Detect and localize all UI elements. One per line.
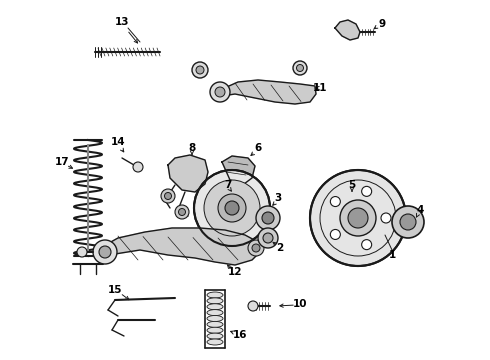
- Text: 17: 17: [55, 157, 69, 167]
- Circle shape: [194, 170, 270, 246]
- Text: 5: 5: [348, 180, 356, 190]
- Circle shape: [161, 189, 175, 203]
- Circle shape: [252, 244, 260, 252]
- Circle shape: [133, 162, 143, 172]
- Circle shape: [99, 246, 111, 258]
- Text: 3: 3: [274, 193, 282, 203]
- Circle shape: [330, 197, 341, 207]
- Ellipse shape: [207, 304, 223, 310]
- Circle shape: [293, 61, 307, 75]
- Circle shape: [192, 62, 208, 78]
- Circle shape: [362, 240, 371, 249]
- Circle shape: [210, 82, 230, 102]
- Ellipse shape: [207, 292, 223, 298]
- Circle shape: [248, 301, 258, 311]
- Circle shape: [340, 200, 376, 236]
- Ellipse shape: [207, 327, 223, 333]
- Text: 9: 9: [378, 19, 386, 29]
- Circle shape: [262, 212, 274, 224]
- Polygon shape: [335, 20, 360, 40]
- Circle shape: [348, 208, 368, 228]
- Circle shape: [196, 66, 204, 74]
- Circle shape: [310, 170, 406, 266]
- Ellipse shape: [207, 298, 223, 304]
- Polygon shape: [100, 228, 260, 265]
- Polygon shape: [168, 155, 208, 192]
- Circle shape: [248, 240, 264, 256]
- Ellipse shape: [207, 315, 223, 321]
- Circle shape: [256, 206, 280, 230]
- Circle shape: [400, 214, 416, 230]
- Circle shape: [392, 206, 424, 238]
- Circle shape: [165, 193, 172, 199]
- Circle shape: [215, 87, 225, 97]
- Ellipse shape: [207, 310, 223, 316]
- Ellipse shape: [207, 333, 223, 339]
- Circle shape: [178, 208, 186, 216]
- Circle shape: [225, 201, 239, 215]
- Circle shape: [175, 205, 189, 219]
- Text: 7: 7: [224, 180, 232, 190]
- Text: 2: 2: [276, 243, 284, 253]
- Text: 6: 6: [254, 143, 262, 153]
- Text: 14: 14: [111, 137, 125, 147]
- Text: 12: 12: [228, 267, 242, 277]
- Polygon shape: [222, 156, 255, 184]
- Circle shape: [258, 228, 278, 248]
- Text: 4: 4: [416, 205, 424, 215]
- Ellipse shape: [207, 339, 223, 345]
- Text: 8: 8: [188, 143, 196, 153]
- Circle shape: [263, 233, 273, 243]
- Circle shape: [330, 229, 341, 239]
- Text: 11: 11: [313, 83, 327, 93]
- Ellipse shape: [207, 321, 223, 327]
- Text: 13: 13: [115, 17, 129, 27]
- Circle shape: [218, 194, 246, 222]
- Circle shape: [296, 64, 303, 72]
- Circle shape: [381, 213, 391, 223]
- Circle shape: [93, 240, 117, 264]
- Text: 16: 16: [233, 330, 247, 340]
- Text: 15: 15: [108, 285, 122, 295]
- Polygon shape: [220, 80, 316, 104]
- Text: 10: 10: [293, 299, 307, 309]
- Text: 1: 1: [389, 250, 395, 260]
- Circle shape: [362, 186, 371, 196]
- Circle shape: [77, 247, 87, 257]
- Circle shape: [204, 180, 260, 236]
